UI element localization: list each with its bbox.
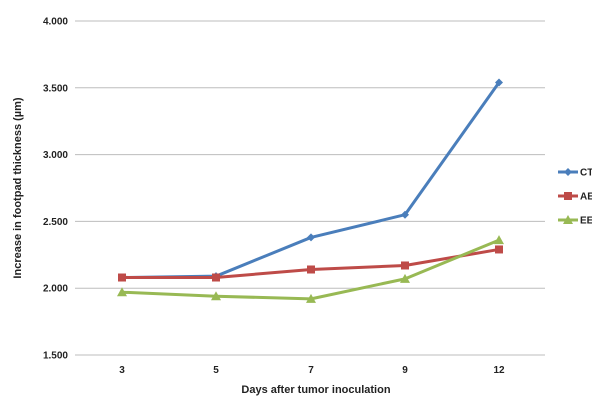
y-tick-label: 2.500 bbox=[43, 217, 68, 228]
x-tick-label: 7 bbox=[308, 365, 314, 376]
data-point-square bbox=[564, 192, 572, 200]
legend: CT AE EE bbox=[558, 168, 592, 227]
data-point-square bbox=[212, 273, 220, 282]
y-tick-label: 4.000 bbox=[43, 17, 68, 28]
series-group bbox=[117, 78, 504, 303]
x-tick-label: 9 bbox=[402, 365, 408, 376]
series-ct bbox=[118, 78, 503, 282]
y-tick-label: 3.500 bbox=[43, 83, 68, 94]
legend-item-ae: AE bbox=[558, 192, 592, 203]
data-point-triangle bbox=[563, 215, 573, 224]
data-point-triangle bbox=[117, 287, 127, 297]
data-point-diamond bbox=[401, 210, 409, 219]
y-tick-label: 1.500 bbox=[43, 351, 68, 362]
legend-label: CT bbox=[580, 168, 592, 179]
x-axis-label: Days after tumor inoculation bbox=[241, 384, 390, 396]
legend-label: AE bbox=[580, 192, 592, 203]
y-tick-label: 3.000 bbox=[43, 150, 68, 161]
data-point-square bbox=[495, 245, 503, 254]
data-point-triangle bbox=[400, 273, 410, 283]
legend-item-ct: CT bbox=[558, 168, 592, 179]
data-point-square bbox=[307, 265, 315, 274]
data-point-diamond bbox=[307, 233, 315, 242]
y-axis-label: Increase in footpad thickness (µm) bbox=[12, 97, 24, 278]
x-axis-ticks: 3 5 7 9 12 bbox=[119, 365, 505, 376]
x-tick-label: 12 bbox=[493, 365, 505, 376]
data-point-triangle bbox=[306, 293, 316, 303]
x-tick-label: 5 bbox=[213, 365, 219, 376]
y-tick-label: 2.000 bbox=[43, 284, 68, 295]
data-point-square bbox=[118, 273, 126, 282]
gridlines bbox=[75, 20, 545, 356]
data-point-diamond bbox=[495, 78, 503, 87]
legend-label: EE bbox=[580, 216, 592, 227]
data-point-triangle bbox=[211, 291, 221, 301]
data-point-square bbox=[401, 261, 409, 270]
series-ee bbox=[117, 235, 504, 303]
legend-item-ee: EE bbox=[558, 215, 592, 227]
data-point-triangle bbox=[494, 235, 504, 245]
x-tick-label: 3 bbox=[119, 365, 125, 376]
series-ae bbox=[118, 245, 503, 282]
series-line bbox=[121, 81, 501, 280]
data-point-diamond bbox=[564, 168, 572, 176]
y-axis-ticks: 1.500 2.000 2.500 3.000 3.500 4.000 bbox=[43, 17, 68, 362]
